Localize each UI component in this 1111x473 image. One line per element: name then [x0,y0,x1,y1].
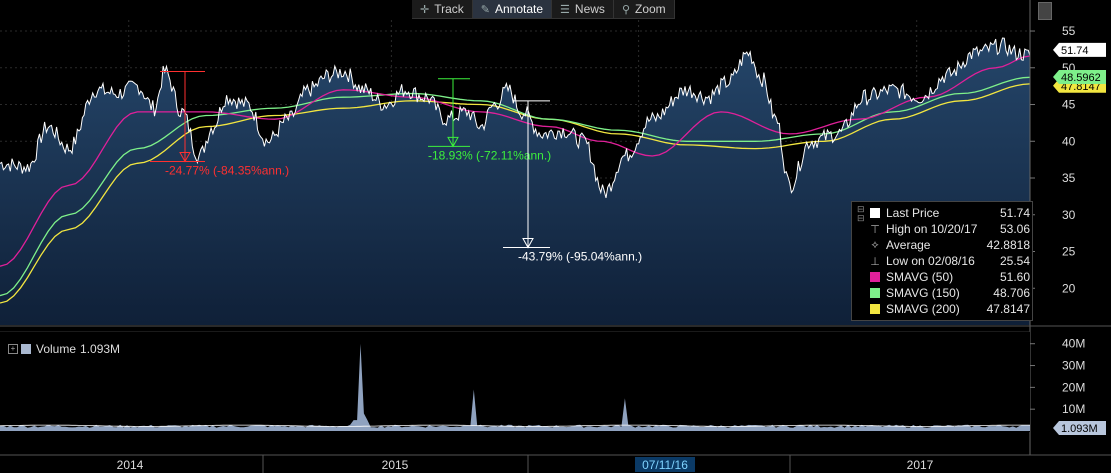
news-button[interactable]: ☰ News [552,0,614,18]
legend-label: Last Price [886,206,940,220]
volume-legend: + Volume 1.093M [8,342,120,356]
legend-label: Average [886,238,931,252]
legend-swatch [870,208,880,218]
crosshair-icon: ✛ [420,3,430,16]
legend-value: 53.06 [999,222,1030,236]
legend-box[interactable]: ⊟ ⊟ Last Price 51.74 ⊤ High on 10/20/17 53.06… [851,201,1033,321]
drawdown-annotation[interactable]: -43.79% (-95.04%ann.) [503,100,642,264]
legend-label: Low on 02/08/16 [886,254,975,268]
avg-marker-icon: ⟡ [871,238,879,251]
magnifier-icon: ⚲ [621,3,630,16]
legend-value: 25.54 [999,254,1030,268]
x-tick-label: 07/11/16 [642,458,688,472]
x-tick-label: 2017 [907,458,934,472]
price-tick-label: 35 [1062,171,1076,185]
volume-axis: 10M 20M 30M 40M [1030,337,1085,416]
legend-value: 48.706 [993,286,1030,300]
collapse-icon[interactable]: + [8,344,18,354]
price-tick-label: 25 [1062,245,1076,259]
legend-value: 51.74 [999,206,1030,220]
price-tick-label: 40 [1062,134,1076,148]
legend-label: SMAVG (50) [886,270,954,284]
x-axis: 2014 2015 07/11/16 2017 [117,455,934,473]
legend-row[interactable]: Last Price 51.74 [870,205,1030,221]
svg-text:48.5962: 48.5962 [1061,72,1101,84]
legend-row[interactable]: ⊤ High on 10/20/17 53.06 [870,221,1030,237]
sma150-value-tag: 48.5962 [1053,69,1106,84]
annotation-label: -43.79% (-95.04%ann.) [518,250,642,264]
pencil-icon: ✎ [480,3,490,16]
volume-tick-label: 20M [1062,380,1085,394]
legend-value: 47.8147 [986,302,1030,316]
volume-tick-label: 30M [1062,359,1085,373]
volume-legend-value: 1.093M [80,342,121,356]
legend-row[interactable]: SMAVG (150) 48.706 [870,285,1030,301]
sma50-line [0,55,1030,267]
volume-swatch [21,344,31,354]
track-button[interactable]: ✛ Track [412,0,473,18]
zoom-button[interactable]: ⚲ Zoom [614,0,675,18]
price-line [0,37,1030,199]
legend-row[interactable]: SMAVG (200) 47.8147 [870,301,1030,317]
x-tick-label: 2015 [382,458,409,472]
sma150-line [0,76,1030,297]
high-marker-icon: ⊤ [870,223,880,236]
legend-row[interactable]: SMAVG (50) 51.60 [870,269,1030,285]
news-icon: ☰ [560,3,570,16]
volume-panel [0,332,1030,432]
volume-tick-label: 10M [1062,402,1085,416]
price-tick-label: 20 [1062,281,1076,295]
legend-row[interactable]: ⊥ Low on 02/08/16 25.54 [870,253,1030,269]
volume-value-tag: 1.093M [1053,421,1106,435]
last-price-tag: 51.74 [1053,42,1106,57]
drawdown-annotation[interactable]: -24.77% (-84.35%ann.) [150,70,289,177]
legend-label: SMAVG (200) [886,302,960,316]
annotate-button[interactable]: ✎ Annotate [472,0,553,18]
svg-text:1.093M: 1.093M [1061,423,1098,435]
svg-text:51.74: 51.74 [1061,45,1089,57]
cursor-date-box [635,457,695,472]
legend-value: 51.60 [999,270,1030,284]
legend-handle-icon[interactable]: ⊟ ⊟ [857,204,865,223]
price-area [0,38,1030,325]
annotation-label: -18.93% (-72.11%ann.) [428,148,551,162]
price-tick-label: 30 [1062,208,1076,222]
legend-label: SMAVG (150) [886,286,960,300]
legend-swatch [870,272,880,282]
legend-swatch [870,304,880,314]
volume-tick-label: 40M [1062,337,1085,351]
chart-toolbar: ✛ Track ✎ Annotate ☰ News ⚲ Zoom [412,0,675,19]
price-tick-label: 55 [1062,24,1076,38]
legend-label: High on 10/20/17 [886,222,978,236]
axis-scroll-button[interactable] [1038,2,1052,20]
legend-row[interactable]: ⟡ Average 42.8818 [870,237,1030,253]
low-marker-icon: ⊥ [870,255,880,268]
annotations: -24.77% (-84.35%ann.) -18.93% (-72.11%ann… [150,70,642,264]
volume-legend-label: Volume [36,342,77,356]
annotation-label: -24.77% (-84.35%ann.) [165,163,289,177]
x-tick-label: 2014 [117,458,144,472]
legend-swatch [870,288,880,298]
volume-average-line [0,424,1030,427]
price-tick-label: 45 [1062,98,1076,112]
legend-value: 42.8818 [986,238,1030,252]
drawdown-annotation[interactable]: -18.93% (-72.11%ann.) [428,78,551,163]
sma200-line [0,83,1030,304]
